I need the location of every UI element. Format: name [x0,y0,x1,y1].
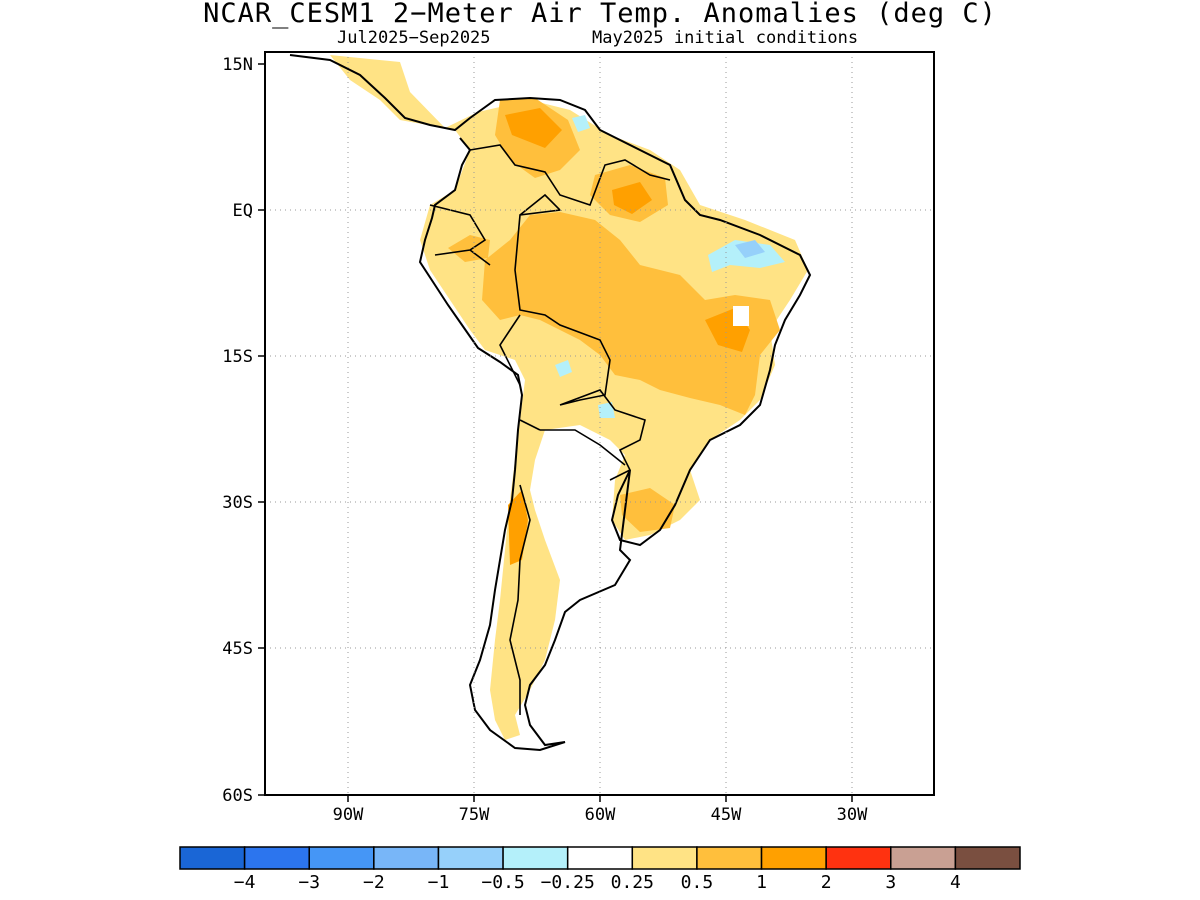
colorbar-label: 2 [821,872,832,893]
colorbar-swatch [760,846,827,870]
anomaly-fill-1-2 [448,98,780,532]
colorbar: −4 −3 −2 −1 −0.5 −0.25 0.25 0.5 1 2 3 4 [179,846,1021,893]
colorbar-label: −3 [298,872,320,893]
map-title: NCAR_CESM1 2−Meter Air Temp. Anomalies (… [203,0,997,29]
map-area [289,54,812,752]
x-tick-label: 60W [585,805,616,825]
colorbar-swatch [243,846,310,870]
y-tick-label: 60S [222,786,253,806]
colorbar-swatch [502,846,569,870]
y-tick-label: 15S [222,347,253,367]
x-tick-label: 90W [333,805,364,825]
missing-data-cell [733,306,749,326]
anomaly-fill-2-3 [505,108,750,565]
y-tick-label: 30S [222,493,253,513]
country-borders [429,144,671,715]
anomaly-fill-cool-darker [735,240,765,258]
x-tick-label: 75W [459,805,490,825]
colorbar-label: 0.5 [681,872,714,893]
y-tick-label: 45S [222,639,253,659]
colorbar-swatch [437,846,504,870]
y-tick-label: EQ [233,201,253,221]
colorbar-label: −0.25 [541,872,595,893]
colorbar-label: 4 [950,872,961,893]
colorbar-swatch [890,846,957,870]
colorbar-swatch [179,846,246,870]
colorbar-swatch [696,846,763,870]
colorbar-label: 0.25 [611,872,654,893]
colorbar-label: 3 [885,872,896,893]
colorbar-label: −4 [234,872,256,893]
colorbar-swatch [566,846,634,870]
x-tick-label: 45W [711,805,742,825]
colorbar-swatch [308,846,375,870]
tick-marks [258,63,853,802]
colorbar-swatch [631,846,698,870]
colorbar-label: −1 [428,872,450,893]
initial-conditions-label: May2025 initial conditions [592,28,859,48]
colorbar-label: 1 [756,872,767,893]
colorbar-swatch [825,846,892,870]
colorbar-swatch [373,846,440,870]
period-label: Jul2025−Sep2025 [337,28,491,48]
colorbar-label: −0.5 [481,872,524,893]
anomaly-fill-0.5-1 [330,55,808,740]
y-tick-label: 15N [222,55,253,75]
colorbar-swatch [954,846,1021,870]
colorbar-label: −2 [363,872,385,893]
x-tick-label: 30W [837,805,868,825]
